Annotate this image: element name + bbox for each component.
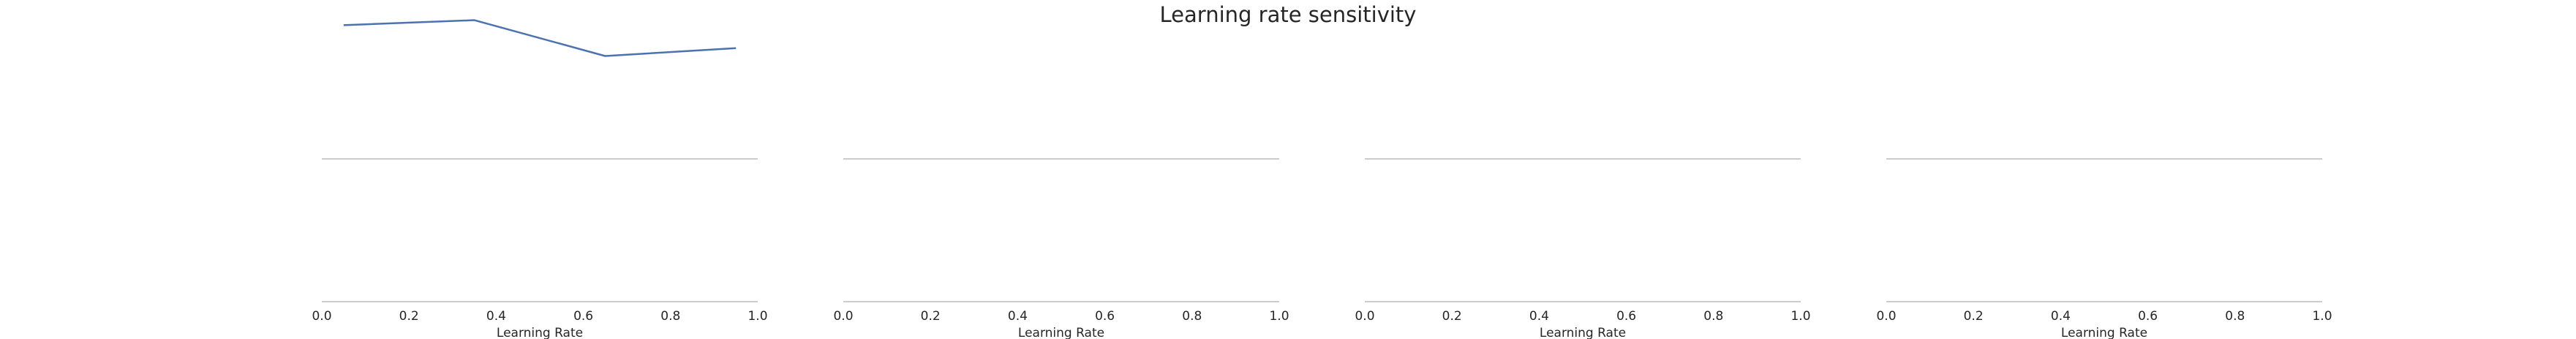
panel-2-xtick-label: 0.4 (1008, 309, 1028, 324)
panel-3-xlabel: Learning Rate (1540, 326, 1626, 339)
panel-3-xtick-label: 0.4 (1529, 309, 1549, 324)
panel-2-xtick-label: 1.0 (1269, 309, 1289, 324)
panel-1-xtick-label: 0.8 (660, 309, 680, 324)
panel-3-xtick-label: 0.0 (1355, 309, 1374, 324)
panel-2-xlabel: Learning Rate (1018, 326, 1104, 339)
panel-1-xtick-label: 1.0 (747, 309, 767, 324)
panel-3-xtick-label: 0.2 (1442, 309, 1462, 324)
panel-1-xtick-label: 0.4 (486, 309, 506, 324)
panel-1-xlabel: Learning Rate (497, 326, 583, 339)
panel-3-xtick-label: 1.0 (1790, 309, 1810, 324)
panel-2-xtick-label: 0.0 (833, 309, 853, 324)
panel-1-xtick-label: 0.6 (573, 309, 593, 324)
panel-4-xtick-label: 0.0 (1876, 309, 1896, 324)
panel-4-xtick-label: 0.6 (2138, 309, 2158, 324)
panel-4-xtick-label: 0.2 (1964, 309, 1984, 324)
panel-3-xtick-label: 0.8 (1703, 309, 1723, 324)
panel-1-xtick-label: 0.0 (312, 309, 331, 324)
panel-1-xtick-label: 0.2 (399, 309, 419, 324)
panel-2-xtick-label: 0.6 (1095, 309, 1115, 324)
panel-4-xtick-label: 1.0 (2312, 309, 2332, 324)
panel-3-xtick-label: 0.6 (1616, 309, 1636, 324)
panel-1-series-line (343, 19, 737, 57)
panel-4-xtick-label: 0.4 (2051, 309, 2071, 324)
panel-2-xtick-label: 0.2 (921, 309, 941, 324)
panel-4-xlabel: Learning Rate (2061, 326, 2147, 339)
figure-title: Learning rate sensitivity (1159, 2, 1417, 27)
panel-2-xtick-label: 0.8 (1182, 309, 1202, 324)
panel-4-xtick-label: 0.8 (2225, 309, 2245, 324)
